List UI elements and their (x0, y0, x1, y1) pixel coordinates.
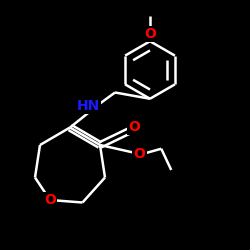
Text: HN: HN (77, 99, 100, 113)
Text: O: O (44, 193, 56, 207)
Text: O: O (144, 27, 156, 41)
Text: O: O (128, 120, 140, 134)
Text: O: O (134, 148, 145, 162)
